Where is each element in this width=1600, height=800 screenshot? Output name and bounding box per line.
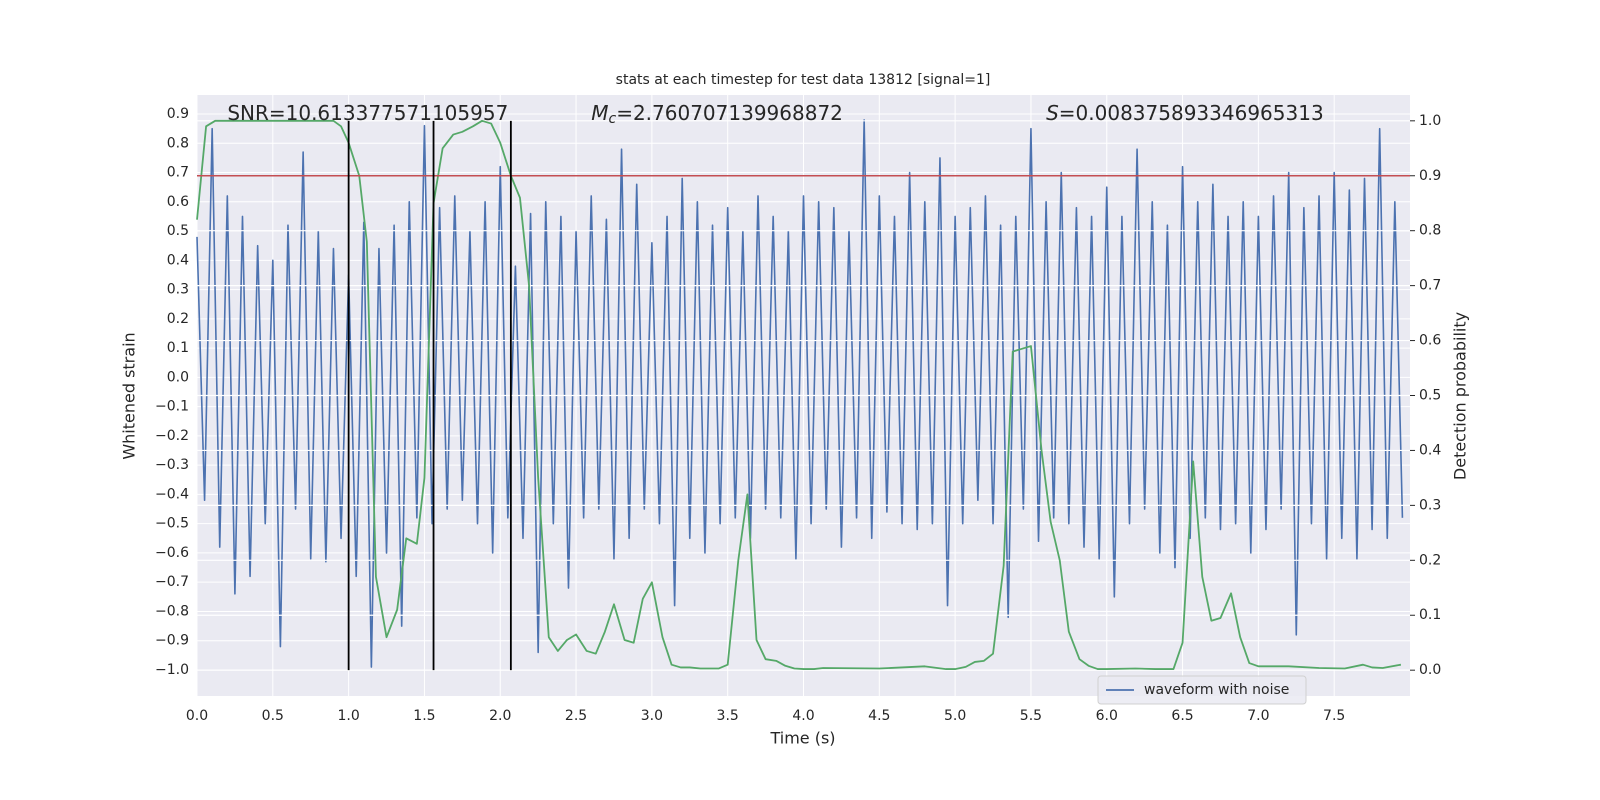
y-tick-label: −0.1: [155, 399, 189, 415]
y-tick-label: 0.1: [167, 340, 189, 356]
x-tick-label: 6.0: [1096, 708, 1118, 724]
annotation: SNR=10.613377571105957: [227, 101, 508, 125]
y2-tick-label: 0.8: [1419, 223, 1441, 239]
x-tick-label: 0.0: [186, 708, 208, 724]
y-tick-label: −0.5: [155, 516, 189, 532]
x-tick-label: 1.5: [413, 708, 435, 724]
y2-axis-label: Detection probability: [1451, 312, 1470, 480]
y-tick-label: 0.5: [167, 223, 189, 239]
annotation-text: =2.760707139968872: [616, 101, 843, 125]
y-tick-label: 0.6: [167, 194, 189, 210]
x-tick-label: 4.5: [868, 708, 890, 724]
legend-box: [1097, 675, 1307, 705]
annotation-subscript: c: [608, 111, 616, 127]
annotation-symbol: S: [1046, 101, 1059, 125]
x-tick-label: 3.5: [717, 708, 739, 724]
y-tick-label: −0.3: [155, 457, 189, 473]
annotation-symbol: M: [591, 101, 608, 125]
chart-title: stats at each timestep for test data 138…: [616, 72, 991, 88]
probability-line: [196, 119, 1402, 670]
y-tick-label: −0.7: [155, 574, 189, 590]
x-tick-label: 4.0: [792, 708, 814, 724]
y2-tick-label: 0.2: [1419, 552, 1441, 568]
y-tick-label: −0.9: [155, 633, 189, 649]
y-tick-label: −0.8: [155, 603, 189, 619]
waveform-line: [196, 119, 1404, 668]
x-tick-label: 2.0: [489, 708, 511, 724]
x-tick-label: 3.0: [641, 708, 663, 724]
y2-tick-label: 0.6: [1419, 333, 1441, 349]
x-tick-label: 5.0: [944, 708, 966, 724]
y-tick-label: 0.9: [167, 106, 189, 122]
y-tick-label: −1.0: [155, 662, 189, 678]
y2-tick-label: 0.5: [1419, 388, 1441, 404]
annotation-text: SNR=10.613377571105957: [227, 101, 508, 125]
y2-tick-label: 0.3: [1419, 497, 1441, 513]
x-tick-label: 5.5: [1020, 708, 1042, 724]
y-tick-label: 0.7: [167, 165, 189, 181]
annotation: Mc=2.760707139968872: [591, 101, 843, 128]
y2-tick-label: 0.1: [1419, 607, 1441, 623]
data-layer: [196, 119, 1404, 668]
annotation: S=0.008375893346965313: [1046, 101, 1324, 125]
y-tick-label: 0.8: [167, 135, 189, 151]
y-tick-label: 0.0: [167, 369, 189, 385]
y-tick-label: 0.3: [167, 282, 189, 298]
y2-tick-label: 1.0: [1419, 113, 1441, 129]
y2-tick-label: 0.0: [1419, 662, 1441, 678]
y-tick-label: 0.2: [167, 311, 189, 327]
x-axis-label: Time (s): [769, 729, 835, 748]
y2-tick-label: 0.9: [1419, 168, 1441, 184]
x-tick-label: 6.5: [1171, 708, 1193, 724]
y2-tick-label: 0.4: [1419, 442, 1441, 458]
x-tick-label: 1.0: [337, 708, 359, 724]
y-tick-label: −0.4: [155, 486, 189, 502]
y2-tick-label: 0.7: [1419, 278, 1441, 294]
x-tick-label: 2.5: [565, 708, 587, 724]
x-tick-label: 7.5: [1323, 708, 1345, 724]
x-tick-label: 0.5: [262, 708, 284, 724]
annotation-text: =0.008375893346965313: [1059, 101, 1324, 125]
legend-label: waveform with noise: [1144, 682, 1289, 698]
y-tick-label: 0.4: [167, 252, 189, 268]
x-tick-label: 7.0: [1247, 708, 1269, 724]
y-axis-label: Whitened strain: [120, 332, 139, 459]
y-tick-label: −0.6: [155, 545, 189, 561]
y-tick-label: −0.2: [155, 428, 189, 444]
